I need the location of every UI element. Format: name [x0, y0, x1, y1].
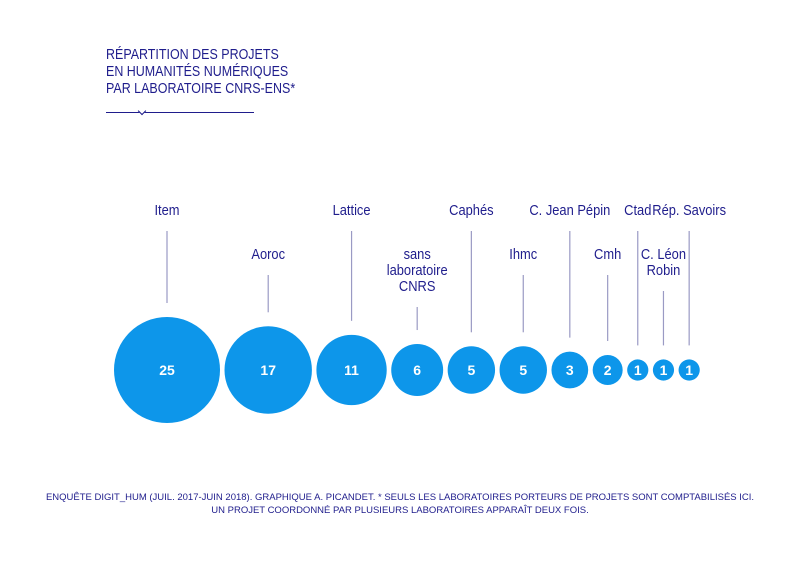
bubble-group: Rép. Savoirs 1 — [652, 201, 726, 381]
category-label: CNRS — [399, 277, 436, 294]
value-label: 11 — [344, 362, 359, 378]
chart-footnote: ENQUÊTE DIGIT_HUM (JUIL. 2017-JUIN 2018)… — [0, 491, 800, 517]
bubble — [316, 334, 387, 406]
bubble — [224, 326, 312, 414]
bubble-group: C. Jean Pépin 3 — [529, 201, 610, 389]
bubble — [592, 355, 623, 385]
category-label: Aoroc — [251, 245, 285, 262]
chart-title-line-3: PAR LABORATOIRE CNRS-ENS* — [106, 81, 296, 97]
category-label: C. Léon — [641, 245, 686, 262]
bubble — [499, 346, 547, 394]
category-label: C. Jean Pépin — [529, 201, 610, 218]
bubble — [391, 344, 444, 396]
bubble-group: Lattice 11 — [316, 201, 387, 406]
value-label: 17 — [260, 362, 276, 378]
footnote-line-2: UN PROJET COORDONNÉ PAR PLUSIEURS LABORA… — [211, 505, 589, 516]
bubble-group: Cmh 2 — [592, 245, 623, 385]
bubble — [678, 359, 700, 381]
category-label: Rép. Savoirs — [652, 201, 726, 218]
value-label: 2 — [604, 362, 612, 378]
value-label: 6 — [413, 362, 421, 378]
category-label: Robin — [647, 261, 681, 278]
category-label: Ctad — [624, 201, 651, 218]
bubble — [627, 359, 649, 381]
category-label: Item — [154, 201, 179, 218]
bubble-group: Item 25 — [114, 201, 220, 423]
category-label: Caphés — [449, 201, 493, 218]
value-label: 5 — [519, 362, 527, 378]
category-label: laboratoire — [387, 261, 448, 278]
bubble — [652, 359, 675, 381]
bubble — [114, 317, 220, 423]
value-label: 1 — [660, 362, 668, 378]
bubble — [447, 346, 496, 394]
value-label: 25 — [159, 362, 175, 378]
value-label: 1 — [685, 362, 693, 378]
chart-title-line-2: EN HUMANITÉS NUMÉRIQUES — [106, 64, 289, 80]
value-label: 1 — [634, 362, 642, 378]
chart-title-line-1: RÉPARTITION DES PROJETS — [106, 47, 279, 63]
category-label: Cmh — [594, 245, 621, 262]
bubble-group: Caphés 5 — [447, 201, 496, 394]
category-label: Ihmc — [509, 245, 537, 262]
category-label: Lattice — [333, 201, 371, 218]
chart-title: RÉPARTITION DES PROJETS EN HUMANITÉS NUM… — [106, 47, 295, 98]
bubble-group: Ihmc 5 — [499, 245, 547, 394]
bubble-group: Ctad 1 — [624, 201, 651, 381]
footnote-line-1: ENQUÊTE DIGIT_HUM (JUIL. 2017-JUIN 2018)… — [45, 492, 755, 503]
value-label: 5 — [467, 362, 475, 378]
category-label: sans — [404, 245, 431, 262]
title-underline — [106, 112, 254, 113]
bubble — [551, 351, 589, 389]
bubble-group: Aoroc 17 — [224, 245, 312, 414]
value-label: 3 — [566, 362, 574, 378]
